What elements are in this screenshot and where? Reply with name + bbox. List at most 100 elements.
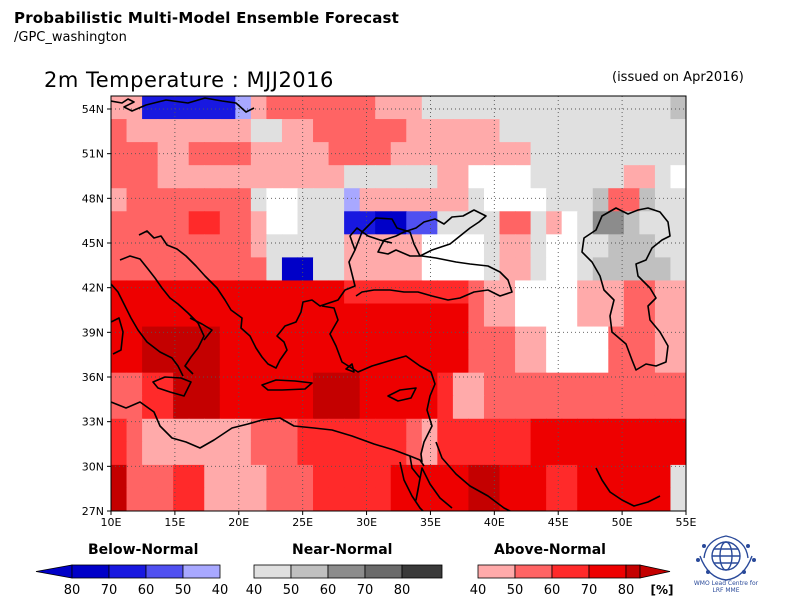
grid-cell — [468, 326, 485, 351]
grid-cell — [313, 165, 330, 189]
grid-cell — [359, 211, 376, 235]
grid-cell — [250, 188, 267, 212]
grid-cell — [468, 441, 485, 466]
legend-near-tick: 80 — [394, 583, 411, 598]
grid-cell — [204, 119, 221, 143]
grid-cell — [437, 165, 454, 189]
grid-cell — [623, 211, 640, 235]
grid-cell — [530, 418, 547, 443]
grid-cell — [344, 395, 361, 420]
grid-cell — [670, 257, 686, 282]
grid-cell — [126, 119, 143, 143]
grid-cell — [173, 349, 190, 374]
grid-cell — [157, 487, 174, 511]
legend-above-swatch — [625, 564, 641, 579]
grid-cell — [126, 257, 143, 282]
grid-cell — [375, 211, 392, 235]
grid-cell — [266, 280, 283, 305]
grid-cell — [142, 96, 159, 120]
grid-cell — [670, 372, 686, 397]
grid-cell — [235, 395, 252, 420]
grid-cell — [126, 464, 143, 489]
grid-cell — [561, 349, 578, 374]
grid-cell — [390, 464, 407, 489]
grid-cell — [111, 326, 128, 351]
grid-cell — [344, 418, 361, 443]
grid-cell — [623, 280, 640, 305]
grid-cell — [142, 372, 159, 397]
grid-cell — [188, 326, 205, 351]
logo-caption-line2: LRF MME — [712, 587, 740, 594]
coastline-arabia — [435, 441, 512, 511]
grid-cell — [359, 234, 376, 258]
y-tick-label: 27N — [82, 505, 104, 518]
grid-cell — [126, 234, 143, 258]
grid-cell — [328, 188, 345, 212]
grid-cell — [111, 119, 128, 143]
grid-cell — [452, 464, 470, 489]
grid-cell — [219, 257, 236, 282]
grid-cell — [375, 119, 392, 143]
grid-cell — [235, 303, 252, 328]
grid-cell — [608, 372, 625, 397]
grid-cell — [452, 349, 470, 374]
grid-cell — [188, 372, 205, 397]
grid-cell — [281, 257, 299, 282]
grid-cell — [483, 257, 501, 282]
grid-cell — [577, 188, 594, 212]
logo-caption-line1: WMO Lead Centre for — [693, 580, 759, 587]
grid-cell — [530, 372, 547, 397]
coastline-balkans-adriatic — [138, 227, 393, 369]
grid-cell — [515, 280, 532, 305]
grid-cell — [452, 280, 470, 305]
legend-below-tick: 60 — [138, 583, 155, 598]
grid-cell — [530, 257, 547, 282]
grid-cell — [281, 487, 299, 511]
grid-cell — [111, 418, 128, 443]
grid-cell — [328, 395, 345, 420]
coastline-black-sea — [354, 209, 513, 301]
grid-cell — [483, 188, 501, 212]
grid-cell — [561, 372, 578, 397]
grid-cell — [561, 119, 578, 143]
grid-cell — [157, 349, 174, 374]
grid-cell — [126, 349, 143, 374]
grid-cell — [468, 487, 485, 511]
grid-cell — [530, 464, 547, 489]
grid-cell — [483, 372, 501, 397]
grid-cell — [421, 441, 438, 466]
grid-cell — [375, 96, 392, 120]
grid-cell — [235, 280, 252, 305]
grid-cell — [204, 372, 221, 397]
grid-cell — [592, 234, 609, 258]
grid-cell — [654, 257, 672, 282]
grid-cell — [546, 303, 563, 328]
grid-cell — [654, 234, 672, 258]
grid-cell — [204, 165, 221, 189]
grid-cell — [173, 418, 190, 443]
grid-cell — [499, 487, 516, 511]
grid-cell — [592, 395, 609, 420]
grid-cell — [608, 96, 625, 120]
legend-label-near: Near-Normal — [292, 542, 393, 558]
grid-cell — [499, 441, 516, 466]
logo-caption: WMO Lead Centre for LRF MME — [686, 580, 766, 594]
y-tick-label: 42N — [82, 282, 104, 295]
grid-cell — [359, 96, 376, 120]
grid-cell — [452, 487, 470, 511]
grid-cell — [328, 257, 345, 282]
legend-label-above: Above-Normal — [494, 542, 606, 558]
grid-cell — [654, 418, 672, 443]
grid-cell — [266, 142, 283, 166]
coastline-gulf — [595, 467, 661, 507]
grid-cell — [670, 119, 686, 143]
grid-cell — [297, 211, 314, 235]
grid-cell — [313, 372, 330, 397]
grid-cell — [313, 487, 330, 511]
grid-cell — [499, 349, 516, 374]
coastline-italy — [119, 255, 205, 375]
grid-cell — [437, 326, 454, 351]
grid-cell — [577, 165, 594, 189]
grid-cell — [219, 464, 236, 489]
grid-cell — [561, 303, 578, 328]
